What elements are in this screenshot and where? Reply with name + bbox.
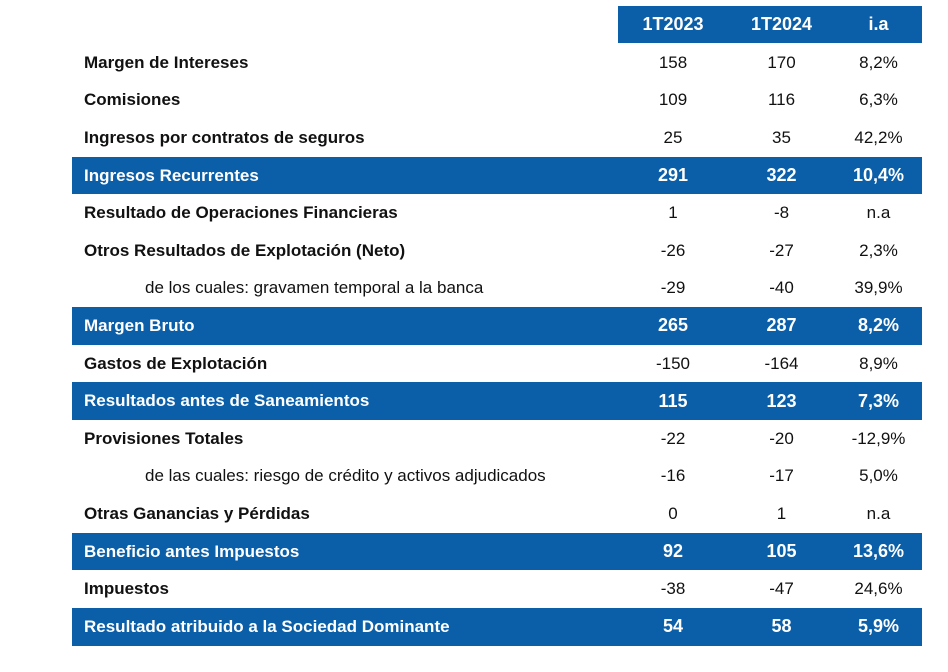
value-ia: 7,3% [857,390,900,411]
value-1t2024: 322 [766,165,797,186]
value-ia: 42,2% [854,127,903,147]
row-label: Otros Resultados de Explotación (Neto) [84,240,406,260]
income-statement-table: Margen de Intereses 158 170 8,2% Comisiones 1… [72,44,922,646]
row-label: Resultado de Operaciones Financieras [84,203,398,223]
value-ia: 8,2% [857,315,900,336]
value-1t2023: -150 [655,353,691,373]
value-1t2024: 123 [766,390,797,411]
row-label: de las cuales: riesgo de crédito y activ… [145,466,546,486]
value-ia: 10,4% [852,165,905,186]
table-row: Gastos de Explotación -150 -164 8,9% [72,345,922,383]
table-row: de los cuales: gravamen temporal a la ba… [72,270,922,308]
value-1t2024: 1 [776,503,787,523]
column-header-1t2024: 1T2024 [750,14,813,34]
row-label: Gastos de Explotación [84,353,268,373]
value-1t2023: -22 [660,428,686,448]
value-1t2023: -16 [660,466,686,486]
row-label: Resultado atribuido a la Sociedad Domina… [84,616,450,636]
table-row: Resultado atribuido a la Sociedad Domina… [72,607,922,646]
value-1t2023: 25 [663,127,683,147]
row-label: Ingresos por contratos de seguros [84,127,365,147]
value-ia: n.a [866,203,891,223]
value-ia: 8,2% [859,52,898,72]
value-1t2023: 1 [668,203,678,223]
table-row: Resultados antes de Saneamientos 115 123 7,… [72,382,922,420]
table-row: de las cuales: riesgo de crédito y activ… [72,458,922,496]
value-1t2024: 116 [767,90,796,110]
value-ia: 5,9% [857,616,900,637]
value-1t2024: -20 [769,428,794,448]
value-1t2024: -164 [764,353,799,373]
value-1t2023: 265 [657,315,689,336]
table-header: 1T2023 1T2024 i.a [618,6,922,43]
value-1t2024: 287 [766,315,797,336]
value-1t2023: -26 [660,240,686,260]
value-ia: 6,3% [859,90,898,110]
table-row: Ingresos por contratos de seguros 25 35 42,… [72,119,922,157]
table-row: Provisiones Totales -22 -20 -12,9% [72,420,922,458]
value-1t2024: 105 [766,541,797,562]
value-1t2024: -17 [769,466,794,486]
table-row: Comisiones 109 116 6,3% [72,82,922,120]
value-1t2023: -38 [660,579,686,599]
value-ia: -12,9% [851,428,906,448]
value-ia: n.a [866,503,891,523]
value-1t2023: 0 [668,503,678,523]
column-header-ia: i.a [868,14,889,34]
table-row: Ingresos Recurrentes 291 322 10,4% [72,156,922,195]
table-row: Margen de Intereses 158 170 8,2% [72,44,922,82]
table-row: Beneficio antes Impuestos 92 105 13,6% [72,532,922,571]
row-label: Beneficio antes Impuestos [84,541,300,561]
row-label: Provisiones Totales [84,428,244,448]
value-1t2023: -29 [660,278,686,298]
table-row: Impuestos -38 -47 24,6% [72,570,922,608]
value-1t2023: 54 [662,616,684,637]
value-ia: 13,6% [852,541,905,562]
value-1t2024: 170 [767,52,796,72]
value-1t2023: 158 [658,52,688,72]
value-1t2023: 291 [657,165,689,186]
row-label: Otras Ganancias y Pérdidas [84,503,310,523]
table-row: Margen Bruto 265 287 8,2% [72,307,922,345]
value-1t2024: 35 [772,127,791,147]
row-label: Comisiones [84,90,181,110]
value-ia: 5,0% [859,466,898,486]
row-label: Resultados antes de Saneamientos [84,391,370,411]
value-1t2023: 92 [662,541,684,562]
value-1t2024: -40 [769,278,794,298]
row-label: Impuestos [84,579,170,599]
value-ia: 39,9% [854,278,903,298]
value-1t2024: 58 [771,616,792,637]
value-1t2023: 115 [658,390,688,411]
value-1t2024: -47 [769,579,794,599]
table-row: Otros Resultados de Explotación (Neto) -2… [72,232,922,270]
value-ia: 2,3% [859,240,898,260]
table-row: Resultado de Operaciones Financieras 1 -8 n… [72,194,922,232]
table-row: Otras Ganancias y Pérdidas 0 1 n.a [72,495,922,533]
value-1t2024: -8 [773,203,790,223]
row-label: Ingresos Recurrentes [84,165,259,185]
value-ia: 8,9% [859,353,898,373]
row-label: Margen Bruto [84,315,195,335]
row-label: de los cuales: gravamen temporal a la ba… [145,278,484,298]
value-ia: 24,6% [854,579,903,599]
value-1t2024: -27 [769,240,794,260]
value-1t2023: 109 [658,90,688,110]
column-header-1t2023: 1T2023 [642,14,704,34]
row-label: Margen de Intereses [84,52,249,72]
